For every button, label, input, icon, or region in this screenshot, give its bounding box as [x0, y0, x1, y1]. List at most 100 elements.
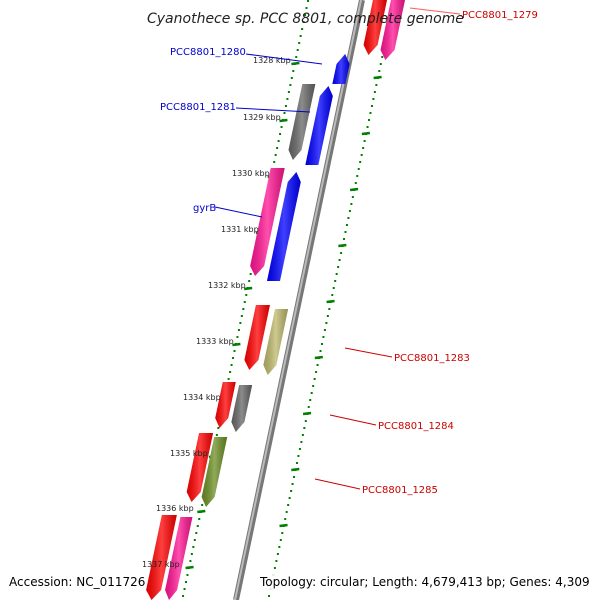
tick-labels: 1328 kbp 1329 kbp 1330 kbp 1331 kbp 1332… [142, 56, 291, 569]
gene-pcc8801-1285[interactable] [201, 437, 228, 507]
ruler-dot [292, 70, 295, 72]
tick-label-1328: 1328 kbp [253, 56, 291, 65]
gene-pcc8801-1284-shade [231, 385, 253, 432]
ruler-dot [217, 427, 220, 429]
ruler-tick [302, 411, 312, 416]
ruler-dot [242, 308, 245, 310]
tick-label-1330: 1330 kbp [232, 169, 270, 178]
ruler-dot [295, 462, 298, 464]
gene-red-bottom[interactable] [146, 515, 177, 600]
gene-red-top-shade [363, 0, 387, 55]
gene-label-pcc8801-1280[interactable]: PCC8801_1280 [170, 47, 246, 58]
ruler-dot [275, 560, 278, 562]
gene-red-1285[interactable] [186, 433, 214, 502]
ruler-dot [278, 546, 281, 548]
ruler-dot [192, 546, 195, 548]
ruler-dot [351, 196, 354, 198]
ruler-dot [332, 287, 335, 289]
map-title: Cyanothece sp. PCC 8801, complete genome [147, 11, 464, 27]
ruler-dot [335, 273, 338, 275]
ruler-dot [304, 420, 307, 422]
gene-gyrb-pink[interactable] [250, 168, 285, 276]
gene-red-1284[interactable] [215, 382, 236, 428]
ruler-dot [285, 511, 288, 513]
gene-pink-bottom[interactable] [165, 517, 193, 600]
gene-pcc8801-1281[interactable] [288, 84, 316, 160]
gene-gyrb-pink-shade [250, 168, 285, 276]
ruler-dot [340, 252, 343, 254]
gene-label-pcc8801-1283[interactable]: PCC8801_1283 [394, 353, 470, 364]
ruler-dot [290, 490, 293, 492]
gene-pink-top-shade [380, 0, 405, 60]
gene-pcc8801-1280[interactable] [332, 54, 350, 84]
ruler-dot [360, 154, 363, 156]
ruler-dot [284, 518, 287, 520]
ruler-dot [313, 378, 316, 380]
gene-label-pcc8801-1279[interactable]: PCC8801_1279 [462, 10, 538, 21]
gene-pcc8801-1284[interactable] [231, 385, 253, 432]
accession-text: Accession: NC_011726 [9, 575, 145, 589]
ruler-dot [243, 301, 246, 303]
ruler-dot [289, 84, 292, 86]
ruler-dot [229, 371, 232, 373]
ruler-dot [323, 329, 326, 331]
ruler-dot [287, 504, 290, 506]
gene-red-1283-shade [244, 305, 270, 370]
ruler-dot [287, 91, 290, 93]
tick-label-1332: 1332 kbp [208, 281, 246, 290]
gene-red-top[interactable] [363, 0, 387, 55]
ruler-dot [343, 238, 346, 240]
gene-blue-1281[interactable] [305, 86, 333, 165]
ruler-dot [277, 140, 280, 142]
ruler-dot [273, 567, 276, 569]
ruler-dot [322, 336, 325, 338]
gene-label-pcc8801-1285[interactable]: PCC8801_1285 [362, 485, 438, 496]
gene-pcc8801-1285-shade [201, 437, 228, 507]
ruler-dot [268, 595, 271, 597]
gene-label-gyrb[interactable]: gyrB [193, 203, 216, 214]
ruler-dot [373, 91, 376, 93]
ruler-dot [310, 392, 313, 394]
ruler-dot [359, 161, 362, 163]
ruler-dot [356, 175, 359, 177]
ruler-dot [279, 133, 282, 135]
gene-label-pcc8801-1284[interactable]: PCC8801_1284 [378, 421, 454, 432]
ruler-tick [243, 286, 253, 291]
ruler-tick [279, 523, 288, 528]
ruler-dot [347, 217, 350, 219]
ruler-dot [298, 42, 301, 44]
ruler-dot [363, 140, 366, 142]
ruler-dot [184, 581, 187, 583]
ruler-tick [291, 467, 300, 472]
gene-pcc8801-1283[interactable] [263, 309, 289, 375]
ruler-dot [284, 105, 287, 107]
ruler-dot [201, 504, 204, 506]
ruler-dot [237, 329, 240, 331]
ruler-dot [248, 280, 251, 282]
ruler-dot [301, 28, 304, 30]
ruler-dot [362, 147, 365, 149]
ruler-dot [357, 168, 360, 170]
ruler-dot [370, 105, 373, 107]
ruler-dot [276, 147, 279, 149]
gene-red-1283[interactable] [244, 305, 270, 370]
ruler-dot [325, 322, 328, 324]
ruler-dot [301, 434, 304, 436]
ruler-dot [186, 574, 189, 576]
ruler-dot [303, 427, 306, 429]
ruler-dot [230, 364, 233, 366]
ruler-dot [281, 532, 284, 534]
ruler-dot [227, 378, 230, 380]
gene-gyrb[interactable] [266, 172, 301, 281]
ruler-dot [299, 35, 302, 37]
callout-lines [214, 7, 461, 490]
tick-label-1331: 1331 kbp [221, 225, 259, 234]
ruler-dot [293, 476, 296, 478]
gene-label-pcc8801-1281[interactable]: PCC8801_1281 [160, 102, 236, 113]
ruler-dot [302, 21, 305, 23]
tick-label-1337: 1337 kbp [142, 560, 180, 569]
ruler-dot [290, 77, 293, 79]
ruler-dot [286, 98, 289, 100]
gene-pink-top[interactable] [380, 0, 406, 60]
